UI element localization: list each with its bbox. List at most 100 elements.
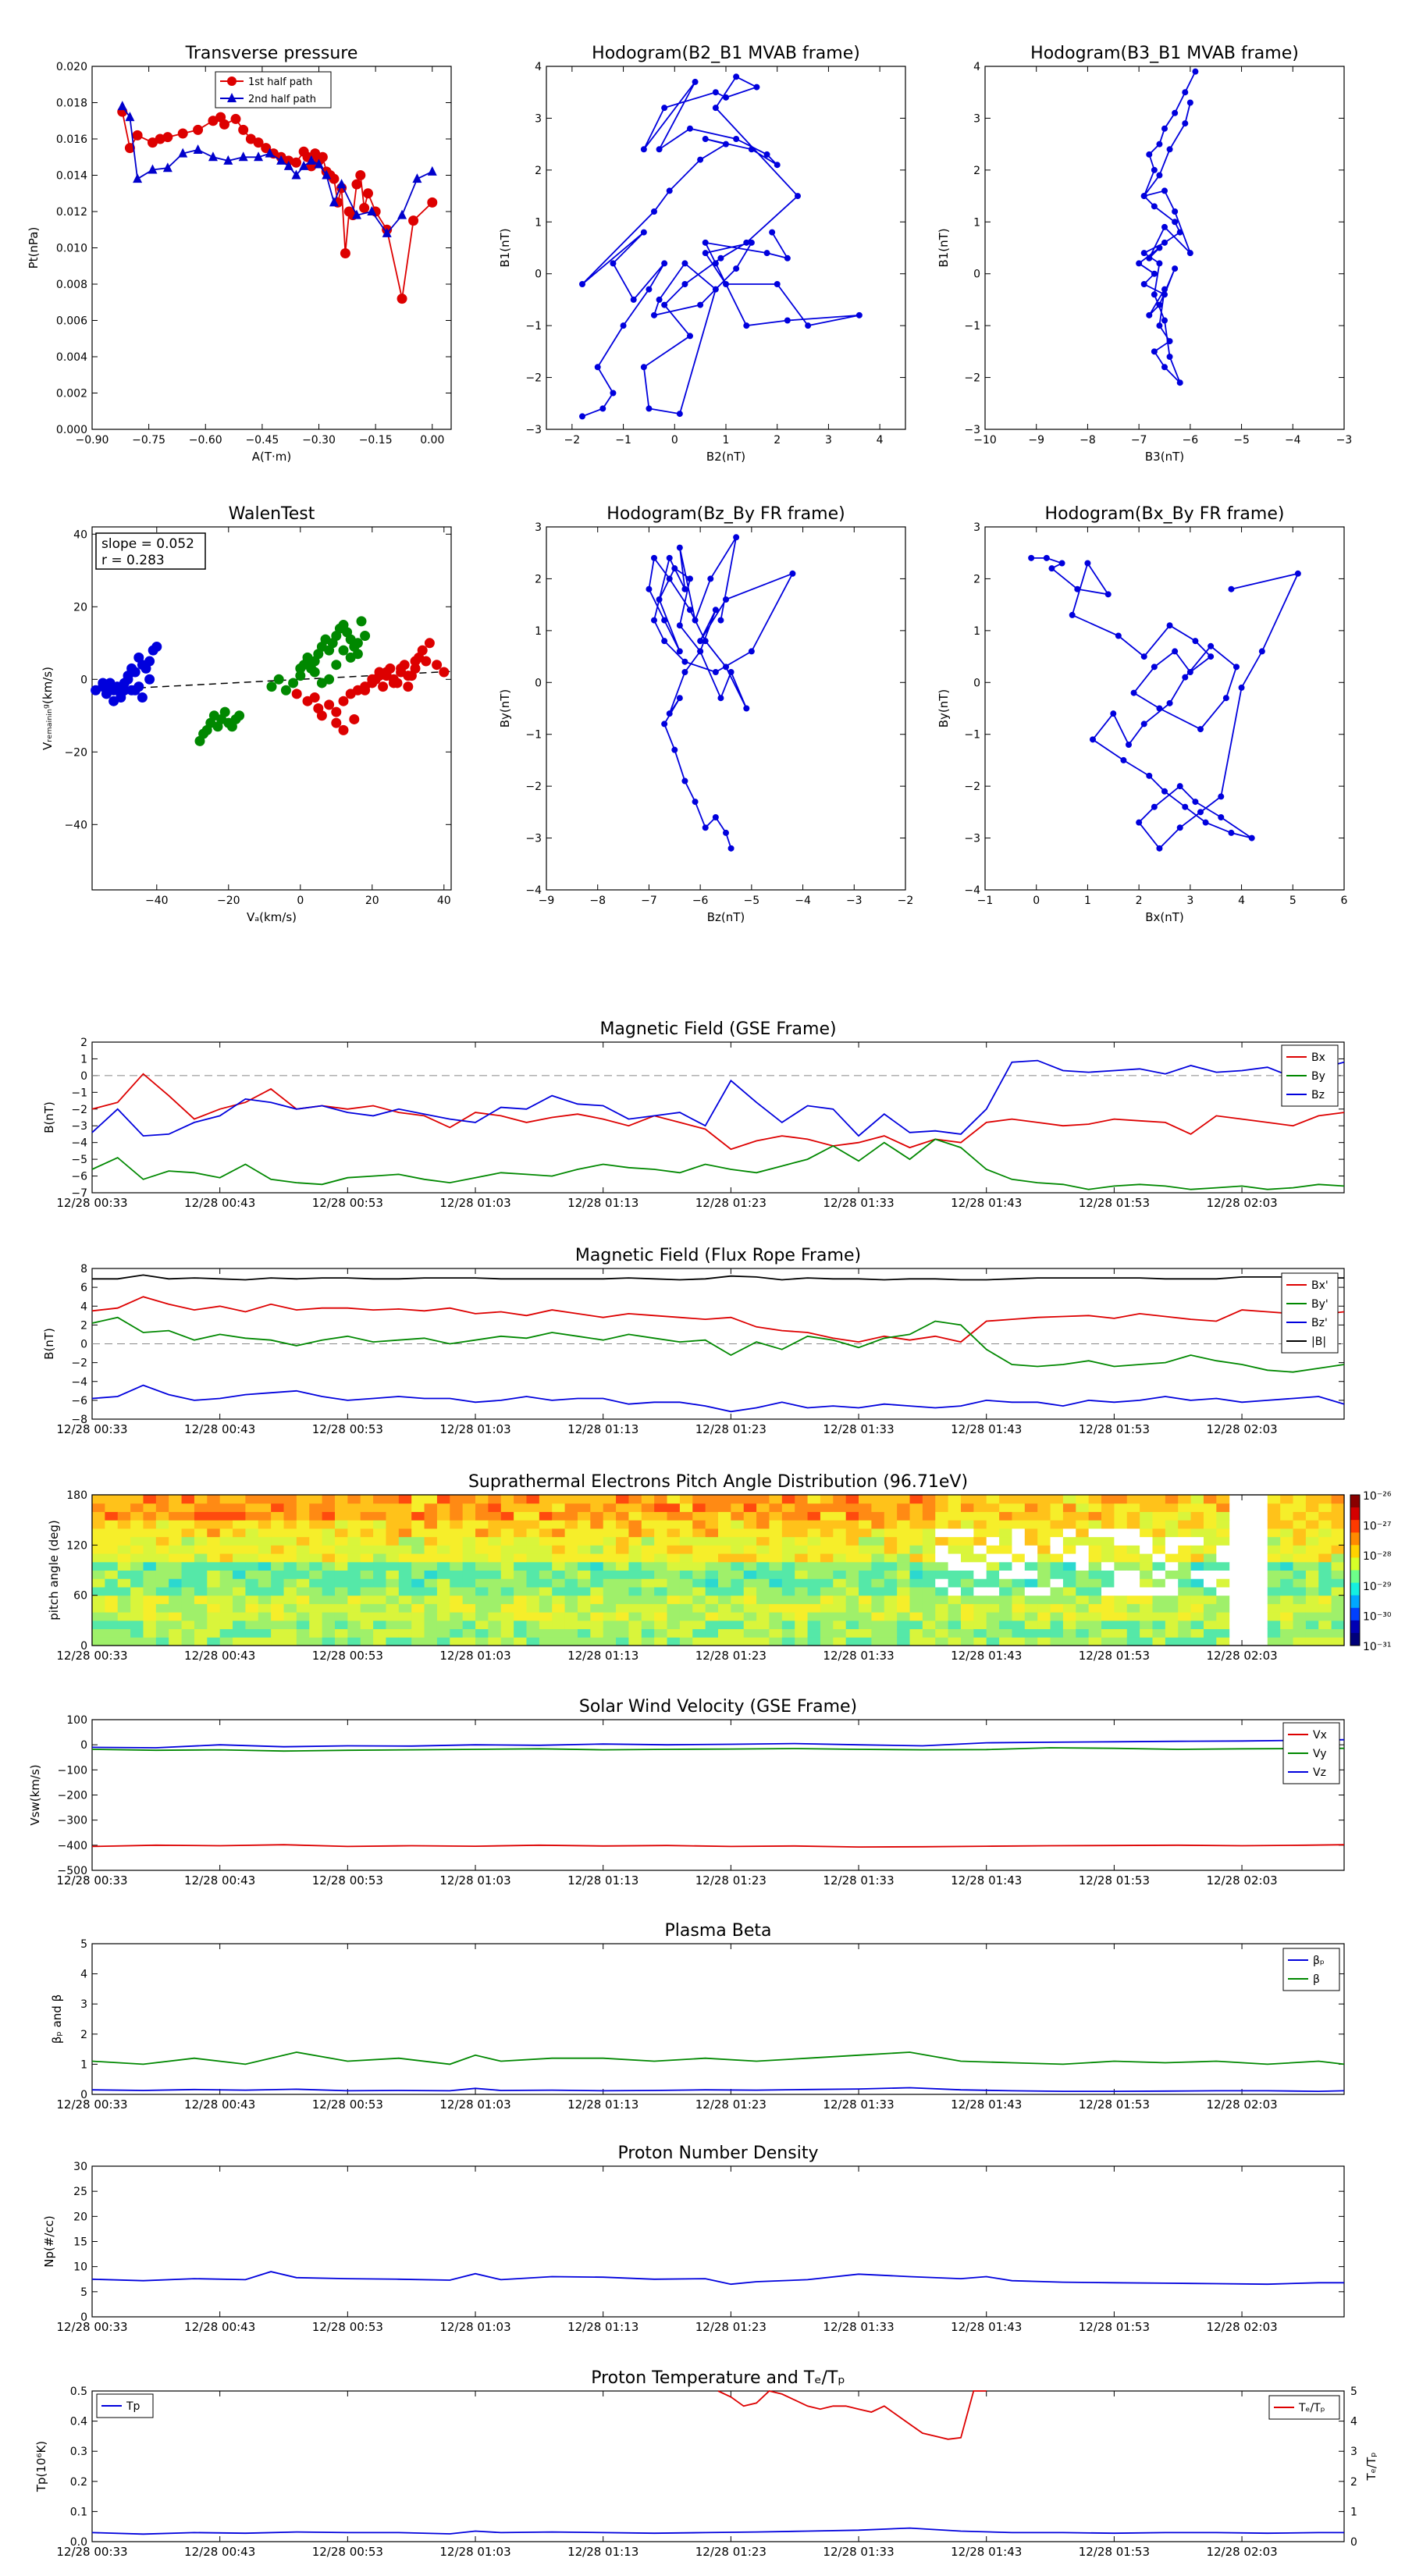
pitch-angle-cell	[1216, 1578, 1230, 1588]
pitch-angle-cell	[386, 1561, 400, 1571]
plasma-beta-ytick-label: 0	[80, 2089, 87, 2101]
hodogram-bx-by-ytick-label: 0	[973, 677, 980, 689]
hodogram-b2-b1-xtick-label: 4	[877, 434, 884, 447]
pitch-angle-cell	[616, 1586, 629, 1596]
pitch-angle-cell	[845, 1595, 859, 1604]
pitch-angle-cell	[960, 1586, 974, 1596]
pitch-angle-cell	[935, 1528, 949, 1538]
pitch-angle-cell	[322, 1628, 336, 1638]
pitch-angle-cell	[436, 1637, 450, 1646]
bfield-fluxrope-xtick-label: 12/28 02:03	[1206, 1422, 1277, 1436]
pitch-angle-cell	[245, 1578, 259, 1588]
proton-temperature-tp-legend-label: Tp	[126, 2400, 140, 2413]
pitch-angle-cell	[999, 1612, 1012, 1621]
pitch-angle-cell	[795, 1511, 809, 1521]
pitch-angle-cell	[322, 1495, 336, 1504]
pitch-angle-colorbar-band	[1350, 1507, 1360, 1521]
pitch-angle-cell	[386, 1595, 400, 1604]
pitch-angle-cell	[654, 1620, 668, 1630]
pitch-angle-cell	[641, 1503, 655, 1512]
pitch-angle-colorbar-label: 10⁻²⁷	[1363, 1521, 1391, 1533]
pitch-angle-colorbar-label: 10⁻³¹	[1363, 1641, 1391, 1653]
pitch-angle-cell	[833, 1511, 847, 1521]
pitch-angle-cell	[475, 1628, 489, 1638]
pitch-angle-cell	[398, 1603, 412, 1613]
hodogram-bz-by-point	[717, 695, 724, 702]
pitch-angle-ytick-label: 180	[66, 1489, 87, 1502]
pitch-angle-cell	[169, 1637, 183, 1646]
pitch-angle-cell	[871, 1603, 885, 1613]
pitch-angle-cell	[667, 1595, 681, 1604]
pitch-angle-cell	[986, 1578, 1000, 1588]
pitch-angle-cell	[1318, 1570, 1332, 1579]
pitch-angle-cell	[769, 1578, 783, 1588]
hodogram-b2-b1-line	[582, 76, 860, 418]
hodogram-b2-b1-point	[763, 151, 770, 158]
pitch-angle-cell	[450, 1586, 464, 1596]
pitch-angle-cell	[1318, 1595, 1332, 1604]
bfield-gse: Magnetic Field (GSE Frame)12/28 00:33 12/…	[42, 1019, 1345, 1210]
hodogram-b3-b1-ytick-label: −3	[964, 424, 980, 436]
pitch-angle-cell	[692, 1612, 706, 1621]
pitch-angle-cell	[679, 1536, 693, 1546]
pitch-angle-cell	[411, 1578, 425, 1588]
bfield-gse-xtick-label: 12/28 01:33	[823, 1196, 894, 1210]
pitch-angle-cell	[386, 1570, 400, 1579]
walen-test-blue-point	[126, 663, 137, 674]
pitch-angle-cell	[347, 1603, 361, 1613]
pitch-angle-cell	[1152, 1528, 1166, 1538]
pitch-angle-cell	[859, 1545, 872, 1554]
pitch-angle-cell	[92, 1620, 105, 1630]
pitch-angle-cell	[539, 1578, 553, 1588]
pitch-angle-cell	[935, 1595, 949, 1604]
pitch-angle-cell	[436, 1536, 450, 1546]
pitch-angle-cell	[488, 1570, 502, 1579]
pitch-angle-cell	[258, 1637, 272, 1646]
pitch-angle-cell	[577, 1578, 591, 1588]
plasma-beta-xtick-label: 12/28 01:43	[951, 2097, 1022, 2112]
pitch-angle-cell	[922, 1603, 936, 1613]
pressure-series2-point	[412, 173, 422, 183]
pitch-angle-cell	[999, 1503, 1012, 1512]
pitch-angle-cell	[999, 1545, 1012, 1554]
pitch-angle-cell	[922, 1612, 936, 1621]
pitch-angle-cell	[564, 1578, 578, 1588]
walen-test-blue-point	[144, 674, 155, 685]
pitch-angle-cell	[833, 1520, 847, 1529]
bfield-fluxrope-xtick-label: 12/28 01:23	[695, 1422, 767, 1436]
pitch-angle-cell	[1140, 1637, 1153, 1646]
pitch-angle-cell	[781, 1545, 795, 1554]
pressure-series2-point	[117, 101, 127, 111]
pitch-angle-cell	[833, 1536, 847, 1546]
pitch-angle-cell	[603, 1628, 617, 1638]
pitch-angle-cell	[564, 1503, 578, 1512]
pitch-angle-cell	[245, 1603, 259, 1613]
pitch-angle-cell	[105, 1578, 119, 1588]
walen-test-red-point	[381, 667, 392, 678]
pitch-angle-cell	[1331, 1553, 1345, 1563]
pitch-angle-cell	[859, 1503, 872, 1512]
pitch-angle-cell	[155, 1612, 169, 1621]
pitch-angle-cell	[169, 1586, 183, 1596]
solar-wind-velocity-vz-line	[91, 1738, 1345, 1749]
pitch-angle-cell	[654, 1578, 668, 1588]
pitch-angle-cell	[909, 1570, 923, 1579]
pitch-angle-cell	[731, 1528, 745, 1538]
walen-test-green-point	[345, 652, 356, 663]
pitch-angle-cell	[897, 1637, 911, 1646]
pitch-angle-cell	[845, 1628, 859, 1638]
pressure-xtick-label: −0.15	[359, 434, 393, 447]
walen-test-green-point	[360, 631, 371, 641]
proton-temperature-xtick-label: 12/28 00:43	[184, 2545, 255, 2559]
walen-test-red-point	[388, 678, 399, 688]
pitch-angle-cell	[514, 1603, 527, 1613]
hodogram-b2-b1-point	[610, 390, 617, 397]
hodogram-bx-by-point	[1110, 710, 1117, 717]
pitch-angle-cell	[1024, 1520, 1038, 1529]
pitch-angle-cell	[1012, 1586, 1026, 1596]
bfield-gse-ylabel: B(nT)	[42, 1101, 56, 1133]
pitch-angle-cell	[756, 1603, 770, 1613]
bfield-gse-frame	[91, 1041, 1345, 1194]
pitch-angle-cell	[577, 1561, 591, 1571]
pitch-angle-cell	[155, 1545, 169, 1554]
